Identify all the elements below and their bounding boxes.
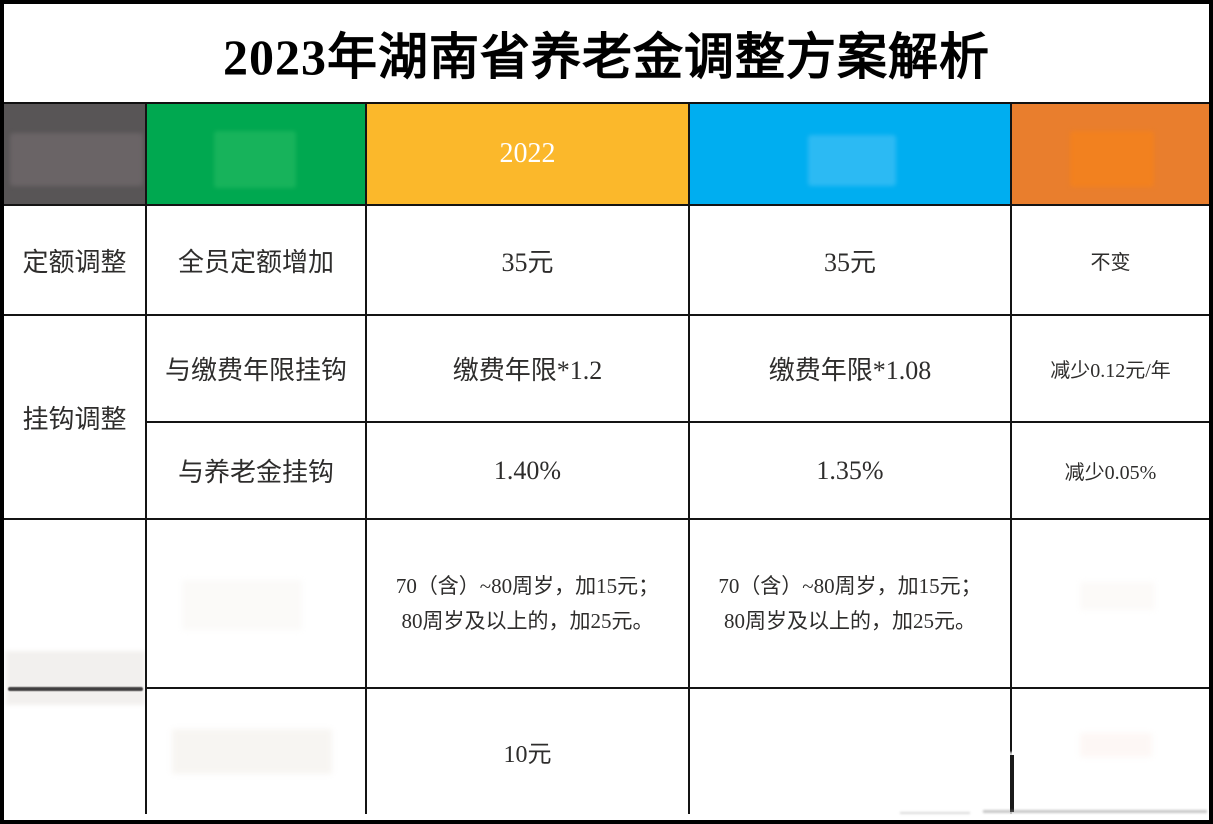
erased-text-smudge bbox=[1070, 131, 1154, 187]
header-cell-2022: 2022 bbox=[367, 104, 690, 206]
cell-fixed-category: 定额调整 bbox=[4, 206, 147, 316]
cell-bottom-item-erased bbox=[147, 689, 367, 814]
erased-text-smudge bbox=[214, 131, 296, 188]
cell-bottom-change-erased bbox=[1012, 689, 1209, 814]
cell-bottom-2022: 10元 bbox=[367, 689, 690, 814]
cell-fixed-item: 全员定额增加 bbox=[147, 206, 367, 316]
erased-text-smudge bbox=[182, 580, 302, 630]
age-rule-line2: 80周岁及以上的，加25元。 bbox=[724, 608, 976, 633]
erased-underline-mark bbox=[8, 687, 143, 691]
cell-years-2022: 缴费年限*1.2 bbox=[367, 316, 690, 423]
cell-years-2023: 缴费年限*1.08 bbox=[690, 316, 1012, 423]
erased-text-smudge bbox=[808, 135, 896, 186]
cell-pension-item: 与养老金挂钩 bbox=[147, 423, 367, 520]
cell-pension-change: 减少0.05% bbox=[1012, 423, 1209, 520]
cell-pension-2022: 1.40% bbox=[367, 423, 690, 520]
page-title: 2023年湖南省养老金调整方案解析 bbox=[223, 29, 990, 85]
header-cell-2023 bbox=[690, 104, 1012, 206]
title-bar: 2023年湖南省养老金调整方案解析 bbox=[4, 4, 1209, 104]
header-cell-category bbox=[4, 104, 147, 206]
erased-text-smudge bbox=[172, 729, 332, 774]
erased-text-smudge bbox=[10, 133, 143, 186]
age-rule-line1: 70（含）~80周岁，加15元； bbox=[395, 573, 660, 598]
cell-fixed-2023: 35元 bbox=[690, 206, 1012, 316]
cell-age-change-erased bbox=[1012, 520, 1209, 689]
cell-age-2022: 70（含）~80周岁，加15元； 80周岁及以上的，加25元。 bbox=[367, 520, 690, 689]
header-cell-item bbox=[147, 104, 367, 206]
age-rule-line1: 70（含）~80周岁，加15元； bbox=[718, 573, 982, 598]
cell-fixed-2022: 35元 bbox=[367, 206, 690, 316]
header-label-2022: 2022 bbox=[499, 138, 556, 169]
age-rule-line2: 80周岁及以上的，加25元。 bbox=[401, 608, 654, 633]
cell-bottom-2023 bbox=[690, 689, 1012, 814]
cell-age-2023: 70（含）~80周岁，加15元； 80周岁及以上的，加25元。 bbox=[690, 520, 1012, 689]
cell-years-item: 与缴费年限挂钩 bbox=[147, 316, 367, 423]
cell-erased-category bbox=[4, 520, 147, 814]
erased-text-smudge bbox=[6, 651, 145, 705]
cell-fixed-change: 不变 bbox=[1012, 206, 1209, 316]
cell-pension-2023: 1.35% bbox=[690, 423, 1012, 520]
cell-linked-category: 挂钩调整 bbox=[4, 316, 147, 520]
header-cell-change bbox=[1012, 104, 1209, 206]
pension-table: 2022 定额调整 全员定额增加 35元 35元 不变 挂钩调整 与缴费年限挂钩… bbox=[4, 104, 1209, 814]
erased-text-smudge bbox=[1080, 582, 1155, 610]
cell-years-change: 减少0.12元/年 bbox=[1012, 316, 1209, 423]
cell-age-item-erased bbox=[147, 520, 367, 689]
